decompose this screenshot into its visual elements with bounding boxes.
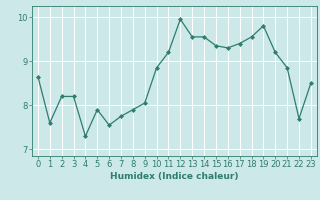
X-axis label: Humidex (Indice chaleur): Humidex (Indice chaleur) bbox=[110, 172, 239, 181]
